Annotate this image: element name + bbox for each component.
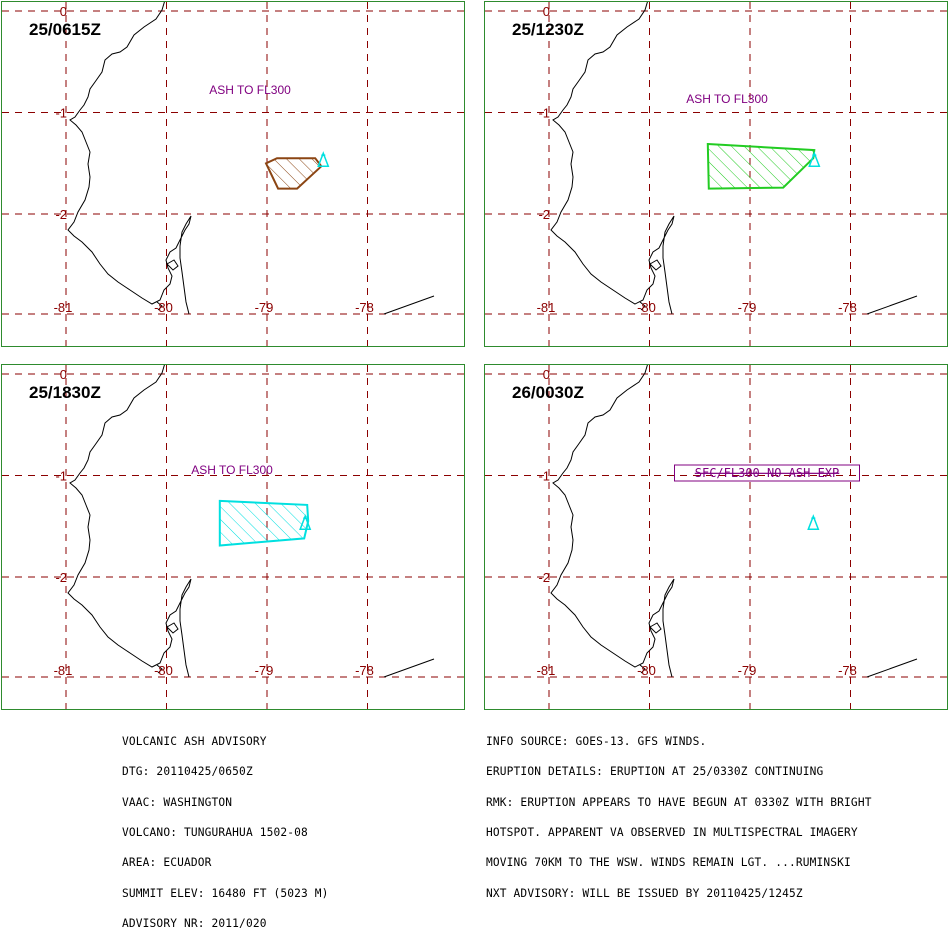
lat-tick-label: -1 xyxy=(538,469,550,484)
lat-tick-label: -1 xyxy=(55,106,67,121)
lon-tick-label: -78 xyxy=(355,300,374,315)
lon-tick-label: -78 xyxy=(838,300,857,315)
border-line xyxy=(383,295,435,315)
coastline-detail xyxy=(639,301,646,311)
advisory-line: VOLCANIC ASH ADVISORY xyxy=(122,735,267,749)
valid-time-label: 25/1230Z xyxy=(512,20,584,39)
advisory-line: SUMMIT ELEV: 16480 FT (5023 M) xyxy=(122,886,329,900)
puna-island-outline xyxy=(166,622,179,634)
lat-tick-label: -2 xyxy=(55,207,67,222)
advisory-line: NXT ADVISORY: WILL BE ISSUED BY 20110425… xyxy=(486,886,803,900)
lat-tick-label: 0 xyxy=(543,4,550,19)
lon-tick-label: -80 xyxy=(154,300,173,315)
ash-map: 0 -1 -2 -81 -80 -79 -78 ASH TO FL300 xyxy=(485,2,947,346)
border-line xyxy=(866,658,918,678)
puna-island-outline xyxy=(166,259,179,271)
forecast-panel-1830z: 0 -1 -2 -81 -80 -79 -78 ASH TO FL300 25/1830Z xyxy=(1,364,465,710)
lat-tick-label: -1 xyxy=(55,469,67,484)
border-line xyxy=(383,658,435,678)
advisory-line: ADVISORY NR: 2011/020 xyxy=(122,916,267,930)
ash-map: 0 -1 -2 -81 -80 -79 -78 ASH TO FL300 xyxy=(2,2,464,346)
forecast-panel-0030z: 0 -1 -2 -81 -80 -79 -78 SFC/FL300 NO ASH EXP 26… xyxy=(484,364,948,710)
lon-tick-label: -81 xyxy=(54,663,73,678)
volcano-triangle-icon xyxy=(299,514,312,530)
ash-cloud-polygon xyxy=(264,157,323,190)
lat-lon-grid xyxy=(2,365,464,709)
advisory-line: DTG: 20110425/0650Z xyxy=(122,765,253,779)
coastline-detail xyxy=(156,664,163,674)
border-line xyxy=(866,295,918,315)
lat-tick-label: -2 xyxy=(538,207,550,222)
lon-tick-label: -79 xyxy=(255,663,274,678)
advisory-line: AREA: ECUADOR xyxy=(122,856,212,870)
lon-tick-label: -81 xyxy=(537,663,556,678)
lon-tick-label: -81 xyxy=(54,300,73,315)
lat-tick-label: 0 xyxy=(543,367,550,382)
ash-level-label: ASH TO FL300 xyxy=(209,83,291,97)
forecast-panel-1230z: 0 -1 -2 -81 -80 -79 -78 ASH TO FL300 25/1230Z xyxy=(484,1,948,347)
puna-island-outline xyxy=(649,259,662,271)
lat-lon-grid xyxy=(2,2,464,346)
valid-time-label: 25/1830Z xyxy=(29,383,101,402)
ecuador-coastline xyxy=(67,2,192,315)
lat-tick-label: -2 xyxy=(55,570,67,585)
ecuador-coastline xyxy=(550,2,675,315)
lon-tick-label: -78 xyxy=(838,663,857,678)
ash-map: 0 -1 -2 -81 -80 -79 -78 ASH TO FL300 xyxy=(2,365,464,709)
ash-cloud-polygon xyxy=(706,142,816,190)
advisory-header-block: VOLCANIC ASH ADVISORY DTG: 20110425/0650… xyxy=(122,717,329,939)
valid-time-label: 26/0030Z xyxy=(512,383,584,402)
ecuador-coastline xyxy=(550,365,675,678)
ash-map: 0 -1 -2 -81 -80 -79 -78 SFC/FL300 NO ASH EXP xyxy=(485,365,947,709)
advisory-remarks-block: INFO SOURCE: GOES-13. GFS WINDS. ERUPTIO… xyxy=(486,717,872,909)
advisory-line: MOVING 70KM TO THE WSW. WINDS REMAIN LGT… xyxy=(486,856,851,870)
lat-tick-label: 0 xyxy=(60,367,67,382)
ecuador-coastline xyxy=(67,365,192,678)
lat-tick-label: -2 xyxy=(538,570,550,585)
advisory-line: RMK: ERUPTION APPEARS TO HAVE BEGUN AT 0… xyxy=(486,795,872,809)
lat-tick-label: 0 xyxy=(60,4,67,19)
volcano-triangle-icon xyxy=(807,514,820,530)
volcano-triangle-icon xyxy=(808,151,821,167)
coastline-detail xyxy=(639,664,646,674)
ash-cloud-polygon xyxy=(218,499,310,547)
valid-time-label: 25/0615Z xyxy=(29,20,101,39)
lat-tick-label: -1 xyxy=(538,106,550,121)
lon-tick-label: -79 xyxy=(738,663,757,678)
volcano-triangle-icon xyxy=(317,151,330,167)
forecast-panel-0615z: 0 -1 -2 -81 -80 -79 -78 ASH TO FL300 25/0615Z xyxy=(1,1,465,347)
lon-tick-label: -78 xyxy=(355,663,374,678)
advisory-line: HOTSPOT. APPARENT VA OBSERVED IN MULTISP… xyxy=(486,826,858,840)
ash-level-label: SFC/FL300 NO ASH EXP xyxy=(695,466,840,480)
advisory-line: ERUPTION DETAILS: ERUPTION AT 25/0330Z C… xyxy=(486,765,824,779)
lon-tick-label: -79 xyxy=(738,300,757,315)
puna-island-outline xyxy=(649,622,662,634)
ash-level-label: ASH TO FL300 xyxy=(686,92,768,106)
lat-lon-grid xyxy=(485,365,947,709)
coastline-detail xyxy=(156,301,163,311)
lon-tick-label: -80 xyxy=(637,663,656,678)
lon-tick-label: -80 xyxy=(637,300,656,315)
advisory-line: INFO SOURCE: GOES-13. GFS WINDS. xyxy=(486,735,707,749)
ash-level-label: ASH TO FL300 xyxy=(191,463,273,477)
lon-tick-label: -81 xyxy=(537,300,556,315)
lon-tick-label: -79 xyxy=(255,300,274,315)
advisory-line: VOLCANO: TUNGURAHUA 1502-08 xyxy=(122,826,308,840)
advisory-line: VAAC: WASHINGTON xyxy=(122,795,233,809)
lon-tick-label: -80 xyxy=(154,663,173,678)
ash-label-box xyxy=(674,464,860,482)
lat-lon-grid xyxy=(485,2,947,346)
